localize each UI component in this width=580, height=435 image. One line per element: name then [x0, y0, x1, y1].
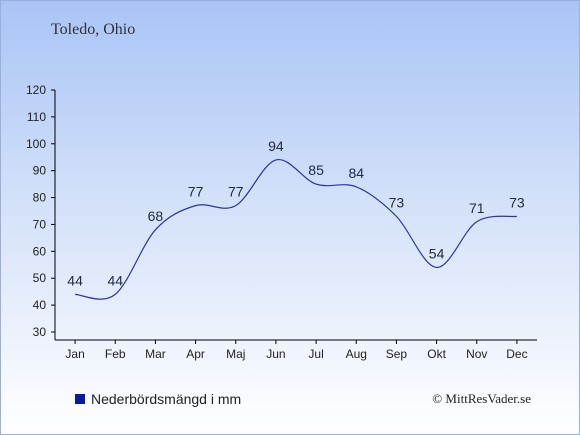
- x-tick-label: Jun: [266, 347, 285, 361]
- x-tick-label: Aug: [346, 347, 367, 361]
- series-line: [75, 159, 517, 300]
- data-label: 73: [389, 194, 405, 210]
- data-label: 77: [228, 184, 244, 200]
- data-label: 54: [429, 245, 445, 261]
- y-tick-label: 110: [27, 110, 46, 124]
- legend-label: Nederbördsmängd i mm: [91, 391, 242, 407]
- data-label: 77: [188, 184, 204, 200]
- data-label: 85: [308, 162, 324, 178]
- x-tick-label: Sep: [386, 347, 408, 361]
- data-label: 94: [268, 138, 284, 154]
- y-tick-label: 90: [33, 164, 47, 178]
- x-tick-label: Okt: [427, 347, 446, 361]
- y-tick-label: 30: [33, 325, 47, 339]
- x-tick-label: Apr: [186, 347, 205, 361]
- y-tick-label: 60: [33, 244, 47, 258]
- legend: Nederbördsmängd i mm: [75, 391, 241, 407]
- y-tick-label: 50: [33, 271, 47, 285]
- data-label: 68: [148, 208, 164, 224]
- x-tick-label: Jul: [308, 347, 323, 361]
- legend-swatch: [75, 394, 85, 404]
- data-label: 44: [107, 272, 123, 288]
- y-tick-label: 70: [33, 217, 47, 231]
- y-tick-label: 80: [33, 191, 47, 205]
- chart-title: Toledo, Ohio: [51, 21, 136, 38]
- data-label: 84: [348, 165, 364, 181]
- data-label: 44: [67, 272, 83, 288]
- data-label: 71: [469, 200, 485, 216]
- y-tick-label: 40: [33, 298, 47, 312]
- credit-text: © MittResVader.se: [432, 391, 531, 406]
- x-tick-label: Feb: [105, 347, 126, 361]
- y-tick-label: 120: [26, 83, 46, 97]
- y-tick-label: 100: [26, 137, 46, 151]
- data-label: 73: [509, 194, 525, 210]
- x-tick-label: Nov: [466, 347, 487, 361]
- x-tick-label: Jan: [65, 347, 84, 361]
- x-tick-label: Maj: [226, 347, 245, 361]
- x-tick-label: Dec: [506, 347, 527, 361]
- x-tick-label: Mar: [145, 347, 166, 361]
